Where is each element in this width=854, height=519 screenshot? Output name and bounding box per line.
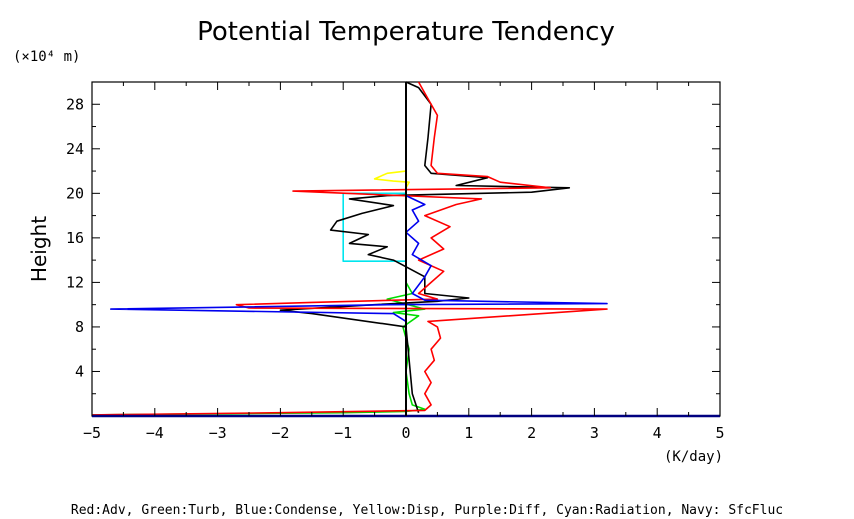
series-line-green-turb: [91, 82, 426, 416]
y-tick-label: 20: [66, 184, 84, 202]
x-tick-label: 4: [653, 424, 662, 442]
x-tick-label: 2: [527, 424, 536, 442]
chart-title: Potential Temperature Tendency: [197, 17, 615, 47]
x-tick-label: 1: [464, 424, 473, 442]
x-tick-label: −5: [83, 424, 101, 442]
y-tick-label: 16: [66, 229, 84, 247]
series-line-blue-condense: [110, 82, 608, 416]
x-tick-label: −4: [146, 424, 164, 442]
y-unit-label: (×10⁴ m): [13, 49, 80, 65]
y-tick-label: 28: [66, 95, 84, 113]
x-tick-label: 0: [401, 424, 410, 442]
x-tick-label: −3: [209, 424, 227, 442]
legend-caption: Red:Adv, Green:Turb, Blue:Condense, Yell…: [71, 503, 783, 518]
y-tick-label: 4: [75, 362, 84, 380]
series-line-black: [279, 81, 571, 413]
x-tick-label: 5: [715, 424, 724, 442]
x-tick-label: −2: [271, 424, 289, 442]
series-line-red-adv: [91, 81, 608, 416]
x-tick-label: −1: [334, 424, 352, 442]
series-line-yellow-disp: [373, 82, 410, 414]
y-axis-label: Height: [27, 216, 51, 282]
x-tick-label: 3: [590, 424, 599, 442]
y-tick-label: 12: [66, 273, 84, 291]
series-line-cyan-radiation: [342, 82, 407, 414]
x-unit-label: (K/day): [664, 449, 723, 465]
y-tick-label: 8: [75, 318, 84, 336]
y-tick-label: 24: [66, 140, 84, 158]
